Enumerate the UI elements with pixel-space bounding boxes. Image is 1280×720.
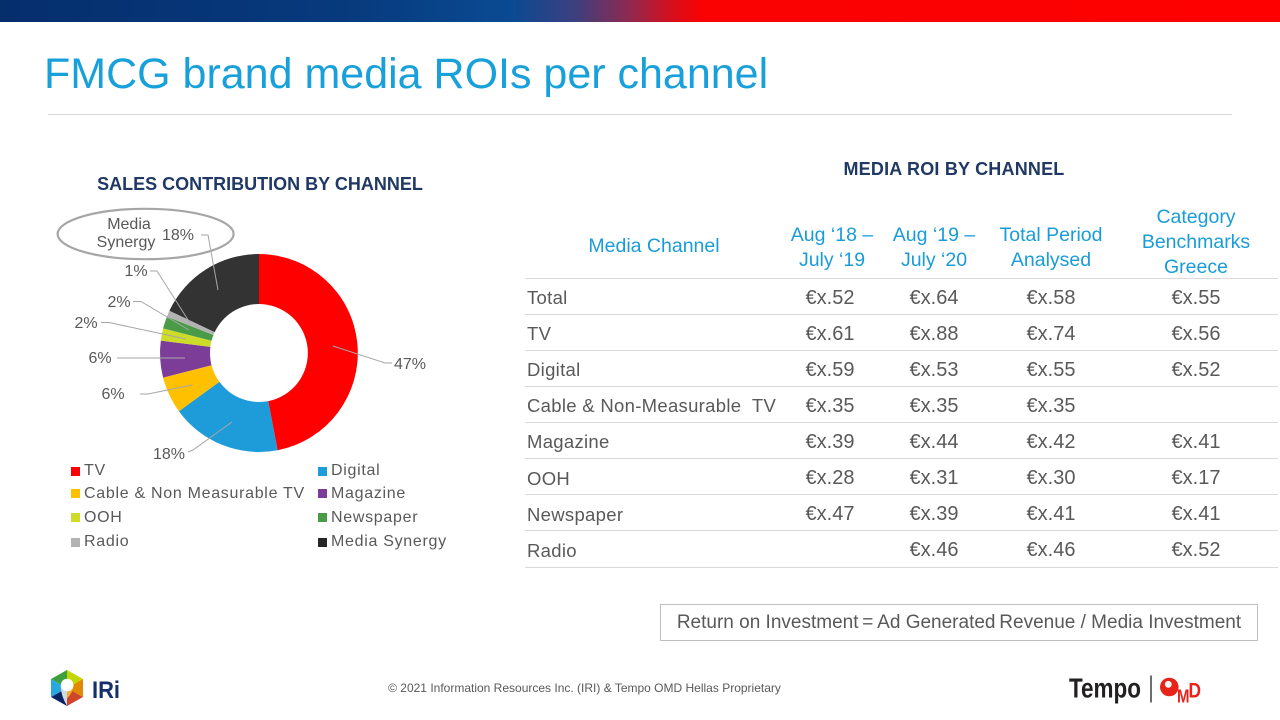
- svg-text:M: M: [1177, 685, 1190, 706]
- svg-text:18%: 18%: [162, 227, 194, 244]
- svg-text:Media: Media: [107, 216, 151, 233]
- svg-text:6%: 6%: [88, 350, 111, 367]
- svg-text:Synergy: Synergy: [97, 234, 156, 251]
- svg-text:6%: 6%: [101, 386, 124, 403]
- svg-text:1%: 1%: [124, 263, 147, 280]
- svg-text:2%: 2%: [107, 294, 130, 311]
- svg-text:18%: 18%: [153, 446, 185, 463]
- svg-text:Tempo: Tempo: [1069, 673, 1141, 704]
- svg-text:IRi: IRi: [92, 677, 120, 704]
- svg-text:D: D: [1189, 680, 1202, 703]
- svg-text:47%: 47%: [394, 356, 426, 373]
- svg-text:2%: 2%: [74, 315, 97, 332]
